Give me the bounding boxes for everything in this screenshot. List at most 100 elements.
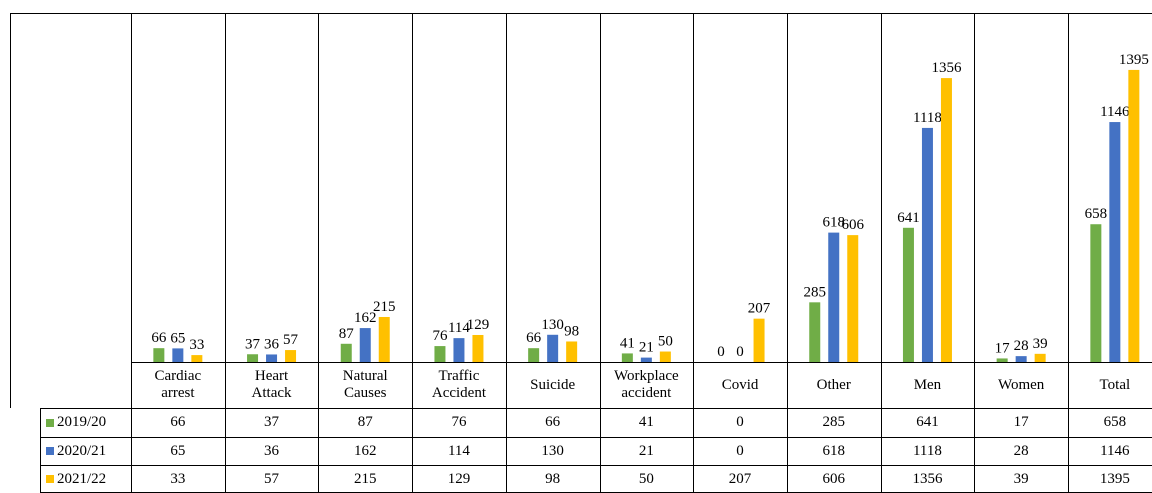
legend-swatch [46,418,54,427]
data-label: 1118 [913,110,942,126]
table-cell: 606 [822,470,845,487]
bar [753,318,765,362]
data-label: 57 [283,332,299,348]
data-label: 33 [189,337,204,353]
data-label: 1146 [1100,104,1130,120]
bar [528,348,540,362]
data-label: 41 [620,335,635,351]
table-cell: 114 [447,442,470,459]
data-label: 37 [245,336,261,352]
data-label: 0 [717,344,725,360]
data-label: 215 [373,299,396,315]
bar [547,334,559,362]
bar [940,78,952,363]
bar [640,357,652,362]
bar [378,316,390,362]
table-cell: 658 [1103,414,1127,430]
category-label: Heart Attack [251,368,292,401]
table-cell: 0 [736,442,744,459]
table-cell: 1356 [912,470,943,487]
data-label: 641 [897,210,920,226]
category-label: Cardiac arrest [154,368,202,401]
category-label: Workplace accident [614,368,679,401]
data-label: 66 [151,330,167,346]
bar [828,232,840,362]
table-cell: 50 [638,470,654,487]
bar [153,348,165,362]
legend-label: 2019/20 [57,414,107,430]
category-label: Natural Causes [342,368,388,401]
table-cell: 28 [1013,442,1029,459]
data-label: 87 [339,326,355,342]
data-label: 21 [639,340,654,356]
table-cell: 98 [545,470,561,487]
data-label: 114 [448,320,470,336]
data-label: 76 [432,328,448,344]
data-label: 98 [564,323,579,339]
table-cell: 76 [451,414,467,430]
category-label: Covid [721,376,759,393]
legend-entry: 2020/21 [46,437,106,465]
data-label: 1395 [1119,52,1149,68]
category-label: Men [913,376,942,393]
data-label: 618 [823,215,846,231]
data-label: 17 [995,340,1011,356]
bar [191,355,203,362]
data-label: 0 [736,344,744,360]
table-cell: 285 [822,414,845,430]
data-label: 207 [748,301,771,317]
data-label: 130 [541,317,564,333]
table-cell: 641 [916,414,939,430]
table-cell: 21 [638,442,654,459]
data-label: 39 [1033,336,1048,352]
table-cell: 1395 [1099,470,1130,487]
bar [921,127,933,362]
bar [247,354,259,362]
table-cell: 41 [638,414,654,430]
table-cell: 1146 [1100,442,1130,459]
table-cell: 1118 [912,442,942,459]
table-cell: 130 [541,442,564,459]
data-label: 129 [467,317,490,333]
bar [809,302,821,362]
table-cell: 57 [264,470,280,487]
table-cell: 207 [728,470,752,487]
bar [453,338,465,362]
table-cell: 36 [264,442,280,459]
bar [1090,224,1102,362]
legend-label: 2021/22 [57,470,107,487]
table-cell: 33 [170,470,186,487]
bar [359,328,371,362]
bar [1034,353,1046,362]
category-label: Women [997,376,1045,393]
bar [172,348,184,362]
legend-entry: 2021/22 [46,465,106,493]
legend-swatch [46,447,54,455]
table-cell: 215 [353,470,377,487]
category-label: Suicide [530,376,576,393]
legend-entry: 2019/20 [46,408,106,437]
table-cell: 66 [545,414,561,430]
data-label: 28 [1014,338,1029,354]
bar [1015,356,1027,362]
bar [621,353,633,362]
bar [1109,122,1121,363]
table-cell: 87 [357,414,373,430]
bar [285,350,297,362]
table-cell: 0 [736,414,744,430]
data-label: 606 [842,217,865,233]
category-label: Traffic Accident [431,368,486,401]
bar [566,341,578,362]
legend-label: 2020/21 [57,442,107,459]
table-cell: 129 [447,470,471,487]
table-cell: 618 [822,442,845,459]
bar [266,354,278,362]
legend-swatch [46,475,54,483]
data-label: 36 [264,336,280,352]
table-cell: 65 [170,442,186,459]
table-cell: 37 [264,414,280,430]
bar [1128,69,1140,362]
data-label: 162 [354,310,377,326]
table-cell: 39 [1013,470,1029,487]
